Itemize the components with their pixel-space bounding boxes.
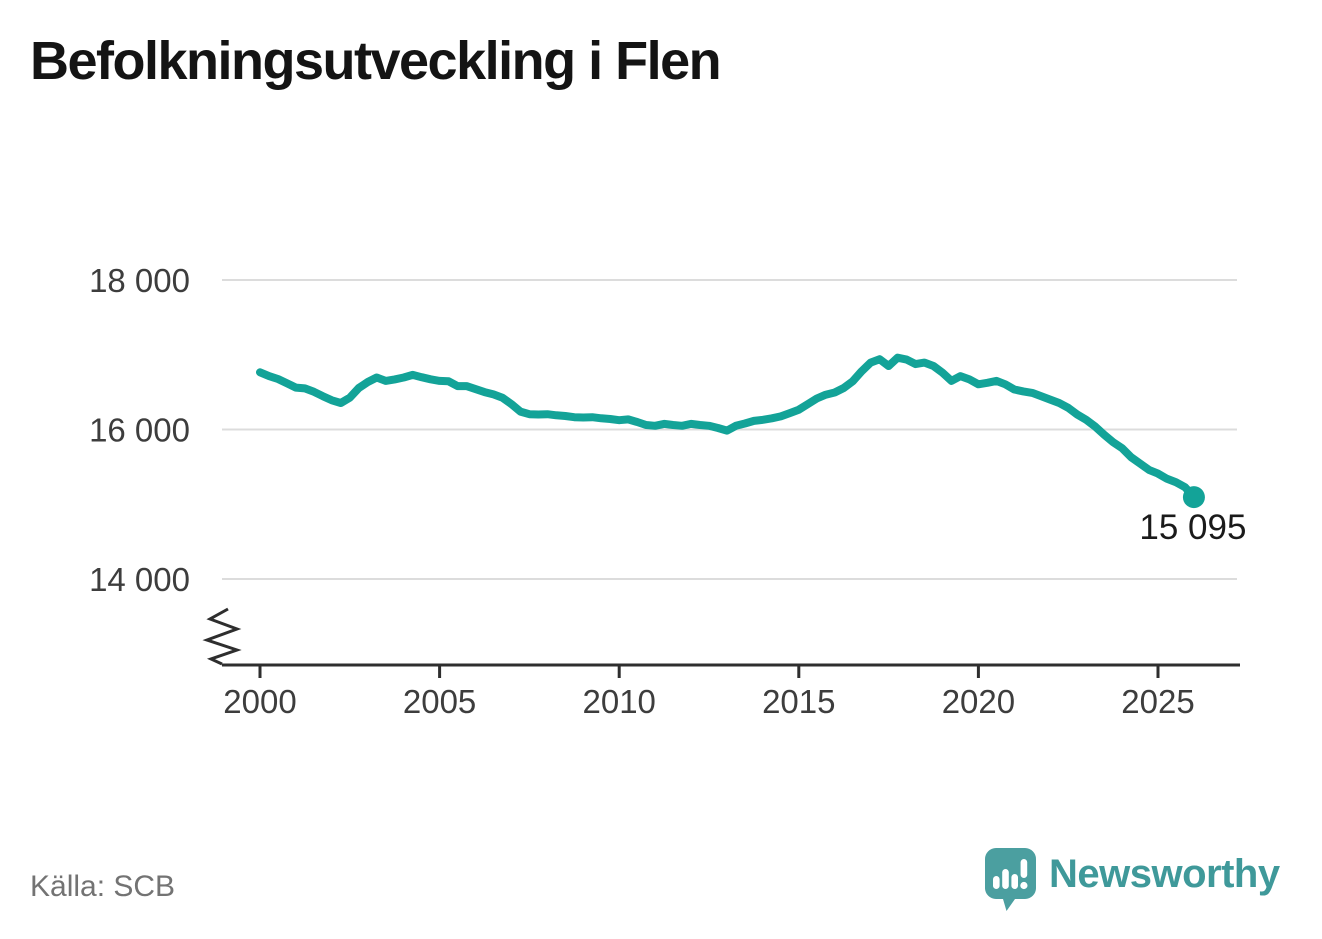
page-title: Befolkningsutveckling i Flen: [30, 31, 722, 91]
axis-break-icon: [202, 607, 242, 666]
x-axis-label: 2015: [762, 683, 835, 720]
x-axis-label: 2000: [223, 683, 296, 720]
y-axis-label: 16 000: [89, 412, 190, 449]
x-axis-label: 2020: [942, 683, 1015, 720]
brand-name: Newsworthy: [1049, 852, 1280, 896]
newsworthy-chart-bubble-icon: [985, 848, 1036, 911]
population-line: [256, 353, 1198, 502]
y-axis-label: 14 000: [89, 561, 190, 598]
x-axis-label: 2010: [582, 683, 655, 720]
newsworthy-logo: Newsworthy: [985, 848, 1280, 911]
end-point-marker: [1182, 486, 1205, 509]
x-axis-label: 2025: [1121, 683, 1194, 720]
source-note: Källa: SCB: [30, 870, 176, 903]
end-value-label: 15 095: [1139, 508, 1246, 547]
y-axis-label: 18 000: [89, 262, 190, 299]
x-axis-label: 2005: [403, 683, 476, 720]
